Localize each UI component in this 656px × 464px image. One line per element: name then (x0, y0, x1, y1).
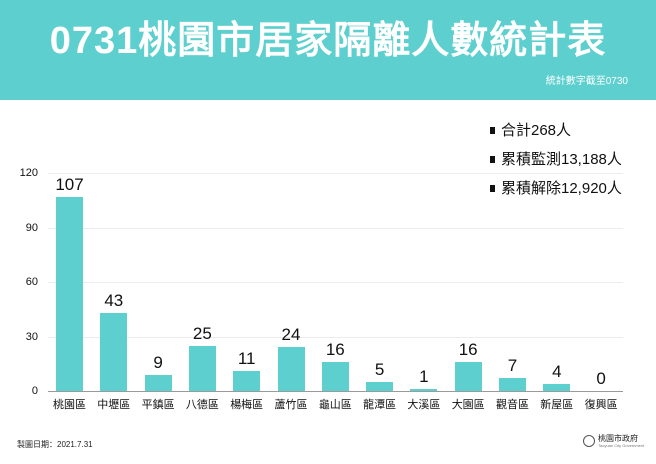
value-label: 25 (192, 323, 212, 343)
bar (277, 347, 305, 391)
logo-subtext: Taoyuan City Government (598, 443, 645, 448)
bar (100, 312, 128, 391)
value-label: 4 (552, 361, 562, 381)
bullet-icon (490, 156, 495, 163)
chart-date: 製圖日期：2021.7.31 (17, 440, 93, 449)
summary-item-total: 合計268人 (490, 116, 622, 145)
value-label: 7 (507, 356, 518, 376)
y-tick-label: 30 (25, 330, 38, 343)
value-label: 16 (325, 339, 345, 359)
city-seal-icon (583, 435, 595, 447)
y-tick-label: 0 (31, 385, 38, 397)
y-tick-label: 60 (25, 276, 38, 288)
x-tick-label: 復興區 (584, 399, 618, 411)
x-tick-label: 楊梅區 (230, 399, 264, 411)
x-tick-label: 八德區 (185, 399, 219, 411)
bullet-icon (490, 185, 495, 192)
bar (366, 381, 394, 391)
value-label: 11 (237, 349, 256, 369)
x-tick-label: 新屋區 (540, 399, 574, 411)
x-tick-label: 大園區 (451, 399, 485, 411)
summary-monitored-label: 累積監測13,188人 (501, 151, 622, 168)
value-label: 5 (374, 359, 385, 379)
data-cutoff-note: 統計數字截至0730 (545, 76, 628, 87)
logo-name: 桃園市政府 (598, 434, 638, 443)
x-tick-label: 桃園區 (53, 399, 86, 411)
value-label: 9 (153, 352, 163, 372)
x-tick-label: 龜山區 (318, 399, 352, 411)
bar (56, 196, 83, 391)
x-axis-line (48, 391, 623, 392)
bar (321, 361, 349, 391)
value-label: 1 (419, 367, 429, 387)
bullet-icon (490, 127, 495, 134)
x-tick-label: 蘆竹區 (274, 399, 308, 411)
summary-item-monitored: 累積監測13,188人 (490, 145, 622, 174)
y-tick-label: 120 (19, 167, 38, 179)
summary-total-label: 合計268人 (501, 122, 572, 139)
bar (144, 374, 172, 391)
y-tick-label: 90 (25, 221, 38, 234)
value-label: 24 (281, 325, 301, 345)
bar (499, 378, 526, 391)
bar (410, 389, 438, 391)
x-tick-label: 龍潭區 (363, 399, 397, 411)
value-label: 0 (596, 369, 606, 388)
gridline (48, 282, 623, 283)
gridline (48, 336, 623, 338)
x-tick-label: 平鎮區 (141, 399, 175, 411)
summary-released-label: 累積解除12,920人 (501, 180, 622, 197)
value-label: 43 (104, 290, 124, 310)
header-banner: 0731桃園市居家隔離人數統計表 統計數字截至0730 (0, 0, 656, 100)
page-title: 0731桃園市居家隔離人數統計表 (49, 20, 607, 62)
x-tick-label: 中壢區 (97, 399, 131, 411)
summary-box: 合計268人 累積監測13,188人 累積解除12,920人 (490, 116, 622, 203)
summary-item-released: 累積解除12,920人 (490, 174, 622, 203)
x-tick-label: 觀音區 (496, 399, 529, 411)
value-label: 16 (458, 339, 478, 359)
bar (188, 345, 216, 391)
bar (454, 361, 482, 391)
x-tick-label: 大溪區 (407, 399, 441, 411)
gridline (48, 173, 623, 174)
government-logo: 桃園市政府 Taoyuan City Government (583, 434, 644, 448)
bar (543, 383, 571, 391)
gridline (48, 227, 623, 229)
bar (233, 371, 261, 391)
value-label: 107 (55, 174, 84, 194)
